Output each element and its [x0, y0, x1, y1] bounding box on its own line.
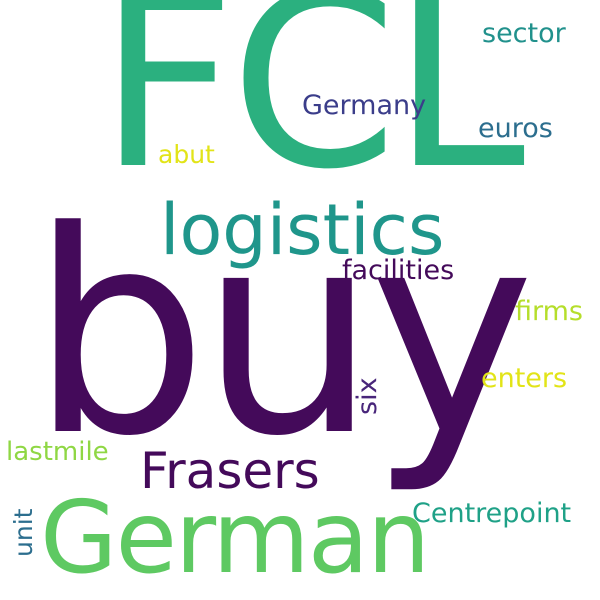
word-enters: enters — [481, 363, 568, 394]
word-buy: buy — [30, 172, 535, 498]
word-facilities: facilities — [342, 255, 455, 286]
word-unit: unit — [9, 508, 38, 557]
word-logistics: logistics — [160, 189, 445, 271]
word-firms: firms — [515, 296, 584, 327]
word-abut: abut — [158, 140, 215, 169]
word-euros: euros — [478, 113, 553, 144]
word-fcl: FCL — [98, 0, 525, 222]
word-frasers: Frasers — [140, 442, 320, 500]
word-lastmile: lastmile — [6, 437, 109, 467]
word-six: six — [352, 377, 383, 415]
word-sector: sector — [482, 18, 566, 49]
word-german: German — [40, 479, 430, 596]
word-germany: Germany — [302, 90, 427, 121]
word-centrepoint: Centrepoint — [412, 498, 572, 529]
